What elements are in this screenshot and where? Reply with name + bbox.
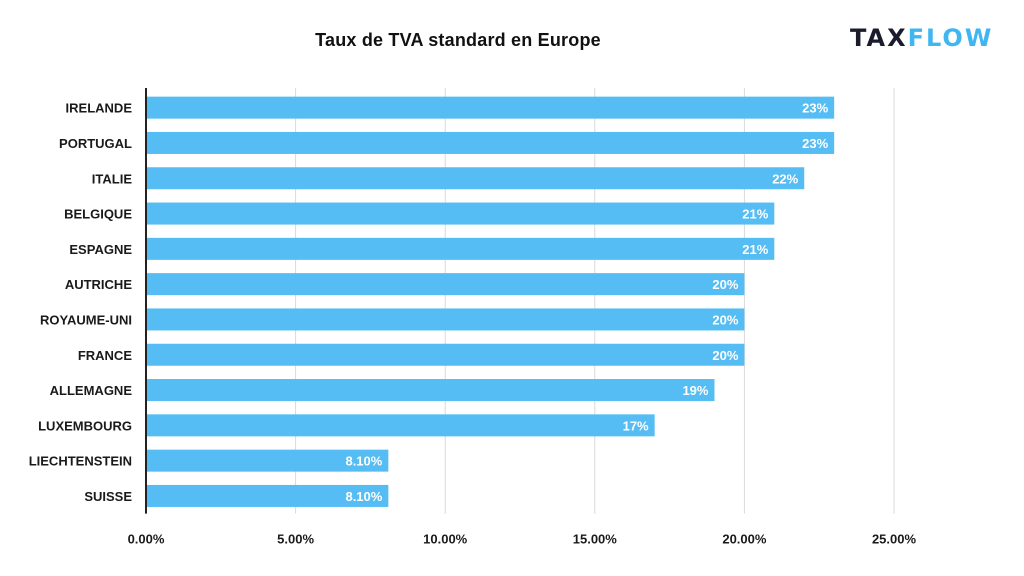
category-label: ALLEMAGNE [50, 383, 133, 398]
bar [146, 202, 775, 225]
data-label: 19% [682, 383, 708, 398]
bar [146, 237, 775, 260]
data-label: 8.10% [345, 454, 382, 469]
data-label: 22% [772, 171, 798, 186]
bar [146, 379, 715, 402]
category-label: ESPAGNE [69, 242, 132, 257]
x-tick-label: 10.00% [423, 532, 468, 547]
logo-text-flow: FLOW [907, 24, 994, 52]
category-label: AUTRICHE [65, 277, 132, 292]
bar [146, 343, 745, 366]
x-tick-label: 15.00% [573, 532, 618, 547]
bar [146, 308, 745, 331]
gridlines [295, 88, 895, 514]
data-label: 8.10% [345, 489, 382, 504]
x-tick-label: 0.00% [128, 532, 165, 547]
chart-title: Taux de TVA standard en Europe [315, 30, 601, 50]
category-label: LIECHTENSTEIN [29, 454, 132, 469]
data-label: 23% [802, 136, 828, 151]
data-label: 21% [742, 242, 768, 257]
category-label: SUISSE [84, 489, 132, 504]
bar [146, 484, 389, 507]
x-tick-label: 25.00% [872, 532, 917, 547]
bar [146, 414, 655, 437]
category-label: ITALIE [92, 171, 133, 186]
category-label: BELGIQUE [64, 207, 132, 222]
category-label: LUXEMBOURG [38, 418, 132, 433]
bar [146, 96, 835, 119]
category-label: ROYAUME-UNI [40, 312, 132, 327]
logo-text-tax: TAX [850, 24, 908, 52]
labels: 0.00% 5.00% 10.00% 15.00% 20.00% 25.00% IRELAN… [29, 101, 917, 547]
taxflow-logo: TAXFLOW [850, 24, 993, 52]
category-label: PORTUGAL [59, 136, 132, 151]
data-label: 23% [802, 101, 828, 116]
bar [146, 273, 745, 296]
bar [146, 449, 389, 472]
x-tick-label: 5.00% [277, 532, 314, 547]
data-label: 20% [712, 312, 738, 327]
data-label: 17% [623, 418, 649, 433]
data-label: 20% [712, 277, 738, 292]
data-label: 20% [712, 348, 738, 363]
bar [146, 131, 835, 154]
data-label: 21% [742, 207, 768, 222]
category-label: FRANCE [78, 348, 132, 363]
bar [146, 167, 805, 190]
bars [146, 96, 835, 507]
x-tick-label: 20.00% [722, 532, 767, 547]
category-label: IRELANDE [66, 101, 133, 116]
